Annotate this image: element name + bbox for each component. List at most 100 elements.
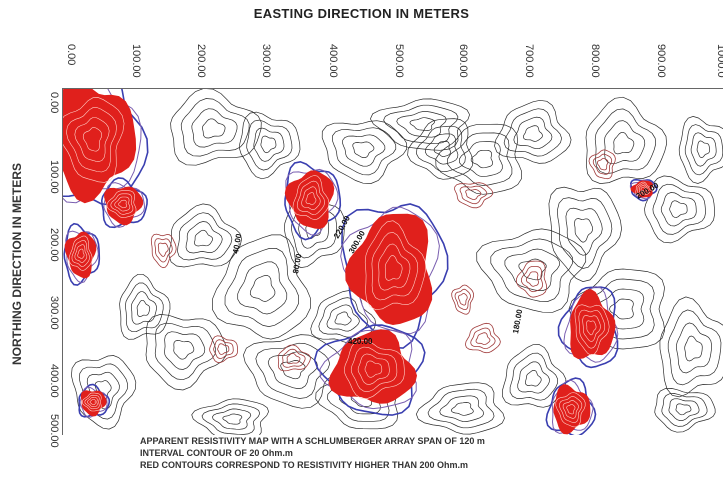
contour-line [350, 346, 398, 392]
y-tick-label: 0.00 [48, 92, 60, 114]
contour-line [594, 108, 657, 175]
contour-line [582, 315, 601, 342]
contour-line [555, 392, 586, 428]
contour-line [371, 231, 419, 301]
contour-line [106, 190, 137, 218]
contour-line [340, 206, 440, 335]
contour-line [503, 108, 562, 157]
contour-line [502, 344, 567, 408]
x-tick-label: 700.00 [523, 44, 535, 78]
contour-line [652, 183, 706, 235]
contour-line [447, 132, 513, 186]
contour-line [509, 352, 558, 401]
contour-line [490, 238, 573, 302]
contour-line [637, 183, 650, 194]
contour-line [87, 396, 98, 408]
contour-line [157, 242, 169, 257]
contour-line [81, 392, 102, 412]
high-resistivity-anomaly [284, 170, 335, 230]
y-tick-label: 500.00 [48, 414, 60, 448]
contour-line [433, 141, 451, 157]
contour-line [63, 97, 125, 183]
contour-line [217, 343, 230, 355]
contour-line [168, 203, 242, 268]
contour-line [282, 348, 306, 368]
contour-line [84, 394, 100, 410]
contour-line [119, 273, 171, 340]
contour-line [364, 360, 383, 378]
contour-line [313, 324, 426, 416]
contour-line [676, 322, 712, 374]
contour-line [585, 96, 667, 184]
contour-line [154, 322, 217, 381]
contour-line [253, 127, 285, 162]
contour-line [213, 339, 234, 359]
contour-line [246, 119, 293, 171]
contour-line [566, 404, 576, 415]
contour-line [470, 149, 493, 169]
x-axis-title: EASTING DIRECTION IN METERS [253, 6, 470, 21]
contour-line [586, 320, 597, 336]
contour-line [638, 184, 648, 193]
contour-line [464, 322, 501, 354]
contour-line [476, 228, 587, 313]
contour-line [194, 229, 213, 247]
high-resistivity-anomaly [570, 289, 616, 360]
y-tick-label: 100.00 [48, 160, 60, 194]
contour-line [125, 282, 164, 333]
contour-line [136, 299, 151, 317]
contour-line [357, 353, 390, 385]
contour-line [249, 275, 276, 302]
contour-line [332, 127, 397, 176]
contour-line [669, 200, 688, 218]
contour-line [150, 233, 177, 269]
contour-line [326, 304, 360, 332]
y-tick-label: 400.00 [48, 364, 60, 398]
contour-line [321, 120, 408, 184]
x-tick-label: 600.00 [457, 44, 469, 78]
contour-line [424, 133, 459, 165]
contour-line [515, 260, 547, 298]
contour-line [68, 235, 93, 271]
contour-line [319, 329, 417, 410]
contour-line [459, 185, 488, 205]
contour-value-label: 80.00 [291, 253, 303, 275]
contour-line [77, 248, 85, 259]
contour-line [548, 186, 622, 282]
contour-line [212, 408, 252, 430]
contour-line [86, 371, 120, 410]
contour-line [520, 266, 543, 293]
contour-line [78, 363, 128, 420]
contour-line [565, 207, 603, 256]
contour-line [660, 192, 697, 227]
contour-line [191, 108, 238, 148]
contour-line [504, 248, 560, 291]
contour-line [170, 89, 262, 166]
contour-line [557, 197, 613, 269]
contour-line [678, 116, 723, 184]
contour-line [74, 117, 110, 162]
contour-line [661, 393, 708, 427]
x-tick-label: 200.00 [195, 44, 207, 78]
contour-line [604, 120, 646, 165]
contour-line [525, 370, 542, 387]
contour-line [415, 382, 505, 435]
x-tick-label: 1000.0 [715, 44, 723, 78]
contour-line [690, 132, 717, 167]
contour-line [407, 118, 474, 180]
contour-line [574, 218, 593, 243]
contour-line [435, 123, 522, 195]
contour-line [177, 212, 233, 261]
x-tick-label: 300.00 [260, 44, 272, 78]
contour-line [180, 98, 250, 157]
contour-line [224, 248, 299, 327]
contour-value-label: 420.00 [348, 337, 373, 346]
contour-line [523, 125, 543, 142]
contour-line [378, 243, 411, 291]
contour-value-label: 180.00 [511, 308, 524, 334]
caption-red-contours: RED CONTOURS CORRESPOND TO RESISTIVITY H… [140, 460, 469, 470]
x-tick-label: 0.00 [65, 44, 77, 66]
contour-line [301, 186, 321, 211]
contour-line [465, 189, 482, 200]
contour-line [82, 127, 103, 152]
